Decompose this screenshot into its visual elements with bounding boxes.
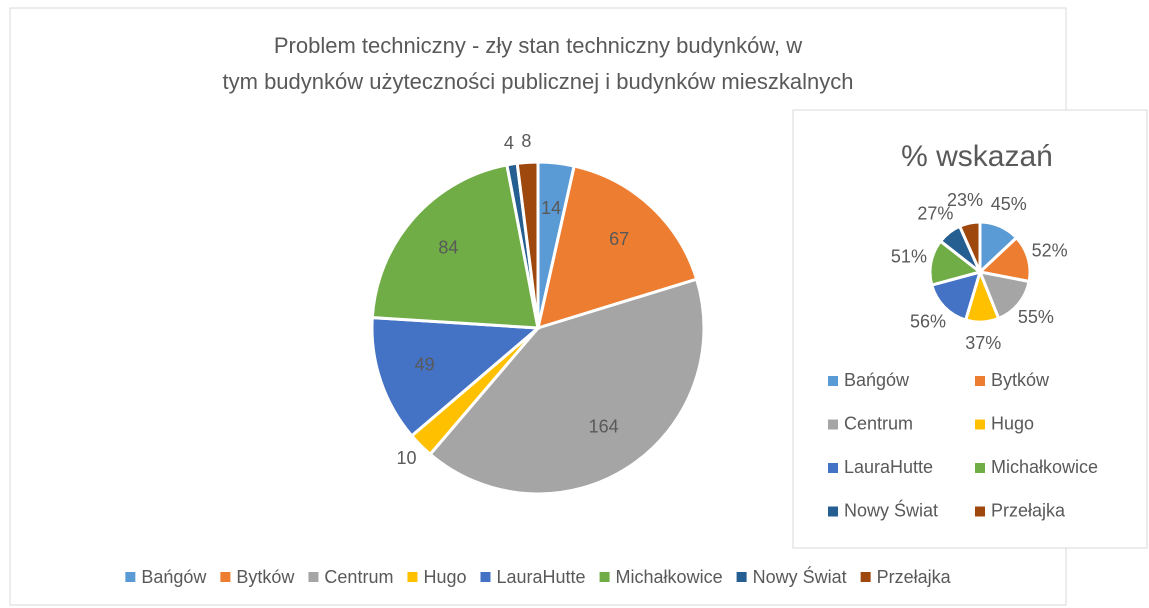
data-label: 84 <box>438 238 458 258</box>
legend-swatch <box>975 506 985 517</box>
pie-slice <box>428 277 706 496</box>
inset-frame <box>792 109 1148 549</box>
legend-swatch <box>828 506 838 517</box>
data-label: 49 <box>415 355 435 375</box>
data-label: 45% <box>991 194 1027 214</box>
data-label: 52% <box>1032 241 1068 261</box>
legend-label: Michałkowice <box>616 567 723 587</box>
legend-swatch <box>828 463 838 473</box>
legend-label: Bytków <box>236 567 295 587</box>
pie-slice <box>370 163 540 330</box>
chart-title: Problem techniczny - zły stan techniczny… <box>223 33 854 94</box>
legend-swatch <box>975 376 985 386</box>
data-label: 8 <box>521 131 531 151</box>
data-label: 23% <box>947 190 983 210</box>
legend-swatch <box>736 572 747 582</box>
legend-label: LauraHutte <box>844 457 933 477</box>
legend-swatch <box>125 572 136 582</box>
legend-label: Przełajka <box>877 567 952 587</box>
legend-swatch <box>828 419 838 430</box>
legend-swatch <box>975 419 985 430</box>
data-label: 37% <box>965 333 1001 353</box>
inset-title: % wskazań <box>901 140 1053 173</box>
legend-label: Nowy Świat <box>844 499 938 520</box>
data-label: 4 <box>504 133 514 153</box>
legend-label: Przełajka <box>991 500 1066 520</box>
legend-swatch <box>975 463 985 473</box>
pie-slice <box>535 164 699 331</box>
title-line: tym budynków użyteczności publicznej i b… <box>223 69 854 94</box>
legend-swatch <box>308 572 319 582</box>
legend-label: Bytków <box>991 370 1050 390</box>
pie-slice <box>370 315 542 438</box>
legend-label: Centrum <box>844 413 913 433</box>
pie-slice <box>957 220 982 273</box>
title-line: Problem techniczny - zły stan techniczny… <box>274 33 802 58</box>
legend-swatch <box>220 572 231 582</box>
legend-swatch <box>480 572 491 582</box>
legend-label: Hugo <box>991 413 1034 433</box>
legend-label: Hugo <box>423 567 466 587</box>
data-label: 51% <box>891 246 927 266</box>
data-label: 10 <box>397 448 417 468</box>
legend-swatch <box>860 572 871 582</box>
data-label: 14 <box>541 198 561 218</box>
legend-label: Nowy Świat <box>753 566 847 587</box>
data-label: 56% <box>910 311 946 331</box>
legend-label: Centrum <box>324 567 393 587</box>
data-label: 27% <box>917 204 953 224</box>
pie-slice <box>515 160 540 329</box>
data-label: 164 <box>589 417 619 437</box>
data-label: 67 <box>609 229 629 249</box>
legend-label: LauraHutte <box>496 567 585 587</box>
legend-label: Bańgów <box>141 567 207 587</box>
data-label: 55% <box>1018 307 1054 327</box>
legend-swatch <box>599 572 610 582</box>
legend-swatch <box>407 572 418 582</box>
legend-label: Bańgów <box>844 370 910 390</box>
legend-swatch <box>828 376 838 386</box>
legend-label: Michałkowice <box>991 457 1098 477</box>
